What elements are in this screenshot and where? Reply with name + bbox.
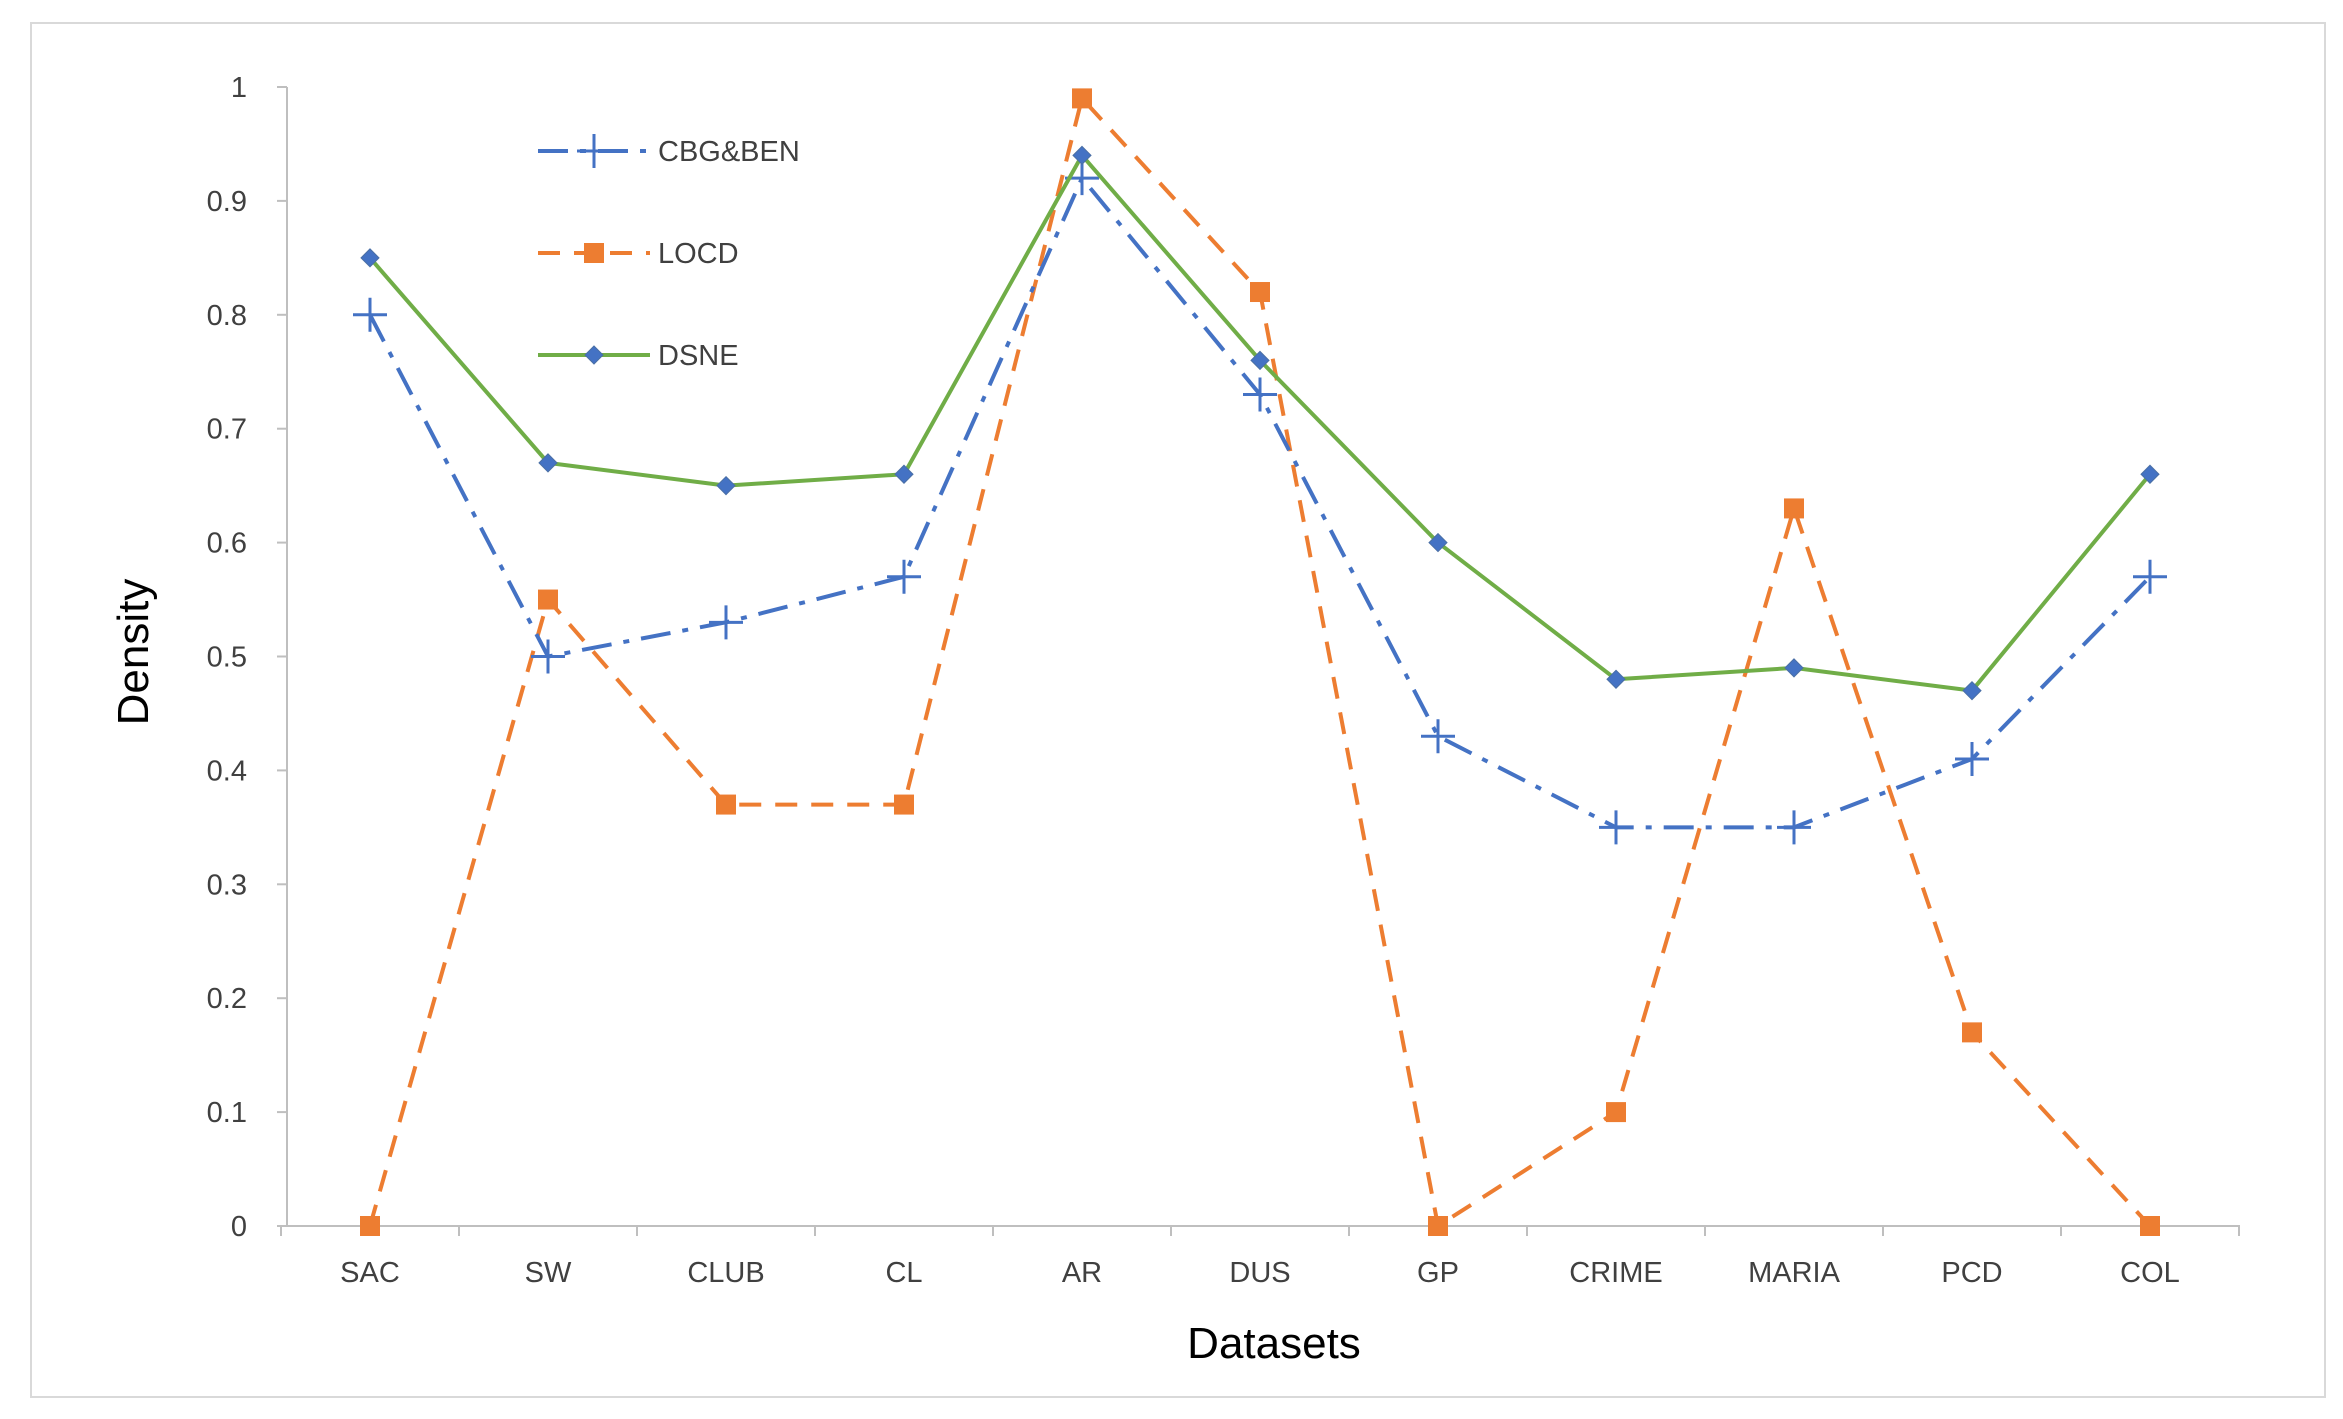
data-point-locd [538,589,558,610]
series-line-cbg-ben [368,176,2152,830]
data-point-locd [1428,1216,1448,1236]
data-point-locd [1784,498,1804,519]
legend-label: CBG&BEN [658,136,800,168]
data-point-locd [716,794,736,815]
data-point-cbg-ben [1955,742,1989,777]
data-point-dsne [1428,532,1448,553]
y-tick-label: 0.6 [207,528,247,560]
legend-marker [584,243,604,263]
x-tick-label: GP [1417,1257,1459,1289]
legend-item-locd: LOCD [538,238,739,270]
y-tick-label: 0 [231,1211,247,1243]
data-point-locd [360,1216,380,1236]
data-point-cbg-ben [1777,810,1811,845]
x-tick-label: COL [2120,1257,2180,1289]
data-point-locd [894,794,914,815]
x-tick-label: CLUB [687,1257,764,1289]
legend: CBG&BEN LOCD DSNE [538,134,800,372]
data-point-cbg-ben [2133,559,2167,594]
y-tick-label: 0.9 [207,186,247,218]
y-tick-label: 0.1 [207,1097,247,1129]
data-point-dsne [1072,145,1092,166]
legend-item-cbg-ben: CBG&BEN [538,134,800,168]
data-point-dsne [360,248,380,268]
legend-label: DSNE [658,340,739,372]
y-tick-label: 1 [231,72,247,104]
data-point-cbg-ben [1599,810,1633,845]
legend-marker [584,345,604,365]
series-layer [353,88,2167,1236]
data-point-locd [1962,1022,1982,1043]
series-line-dsne [368,153,2152,693]
data-point-dsne [1606,669,1626,689]
x-tick-label: SW [525,1257,572,1289]
y-tick-label: 0.2 [207,983,247,1015]
series-line-locd [368,96,2152,1228]
x-tick-label: CRIME [1569,1257,1662,1289]
x-axis-title: Datasets [1187,1319,1361,1368]
data-point-cbg-ben [353,297,387,332]
x-tick-label: PCD [1941,1257,2002,1289]
data-point-dsne [716,475,736,496]
data-point-locd [2140,1216,2160,1236]
data-point-dsne [1784,658,1804,678]
legend-label: LOCD [658,238,739,270]
data-point-dsne [1962,680,1982,701]
chart-frame [30,22,2326,1398]
data-point-locd [1606,1102,1626,1123]
legend-item-dsne: DSNE [538,340,739,372]
data-point-dsne [2140,464,2160,484]
y-tick-label: 0.5 [207,642,247,674]
series-locd [360,88,2160,1236]
data-point-locd [1250,282,1270,303]
x-tick-label: CL [885,1257,922,1289]
data-point-cbg-ben [531,639,565,674]
data-point-cbg-ben [709,605,743,640]
data-point-dsne [1250,350,1270,371]
data-point-cbg-ben [887,559,921,594]
data-point-dsne [538,453,558,473]
x-tick-label: MARIA [1748,1257,1841,1289]
y-axis-title: Density [109,579,158,726]
data-point-cbg-ben [1421,719,1455,754]
x-tick-label: DUS [1229,1257,1290,1289]
data-point-dsne [894,464,914,484]
legend-marker [577,134,611,168]
x-tick-label: SAC [340,1257,400,1289]
y-tick-label: 0.4 [207,755,247,787]
y-tick-label: 0.7 [207,414,247,446]
x-tick-label: AR [1062,1257,1102,1289]
y-tick-label: 0.8 [207,300,247,332]
series-cbg-ben [353,161,2167,845]
y-tick-label: 0.3 [207,869,247,901]
series-dsne [360,145,2160,701]
axes: 0 0.1 0.2 0.3 0.4 0.5 0.6 0.7 0.8 0.9 1 SAC SW CLUB CL… [207,72,2240,1289]
data-point-locd [1072,88,1092,109]
data-point-cbg-ben [1243,377,1277,412]
